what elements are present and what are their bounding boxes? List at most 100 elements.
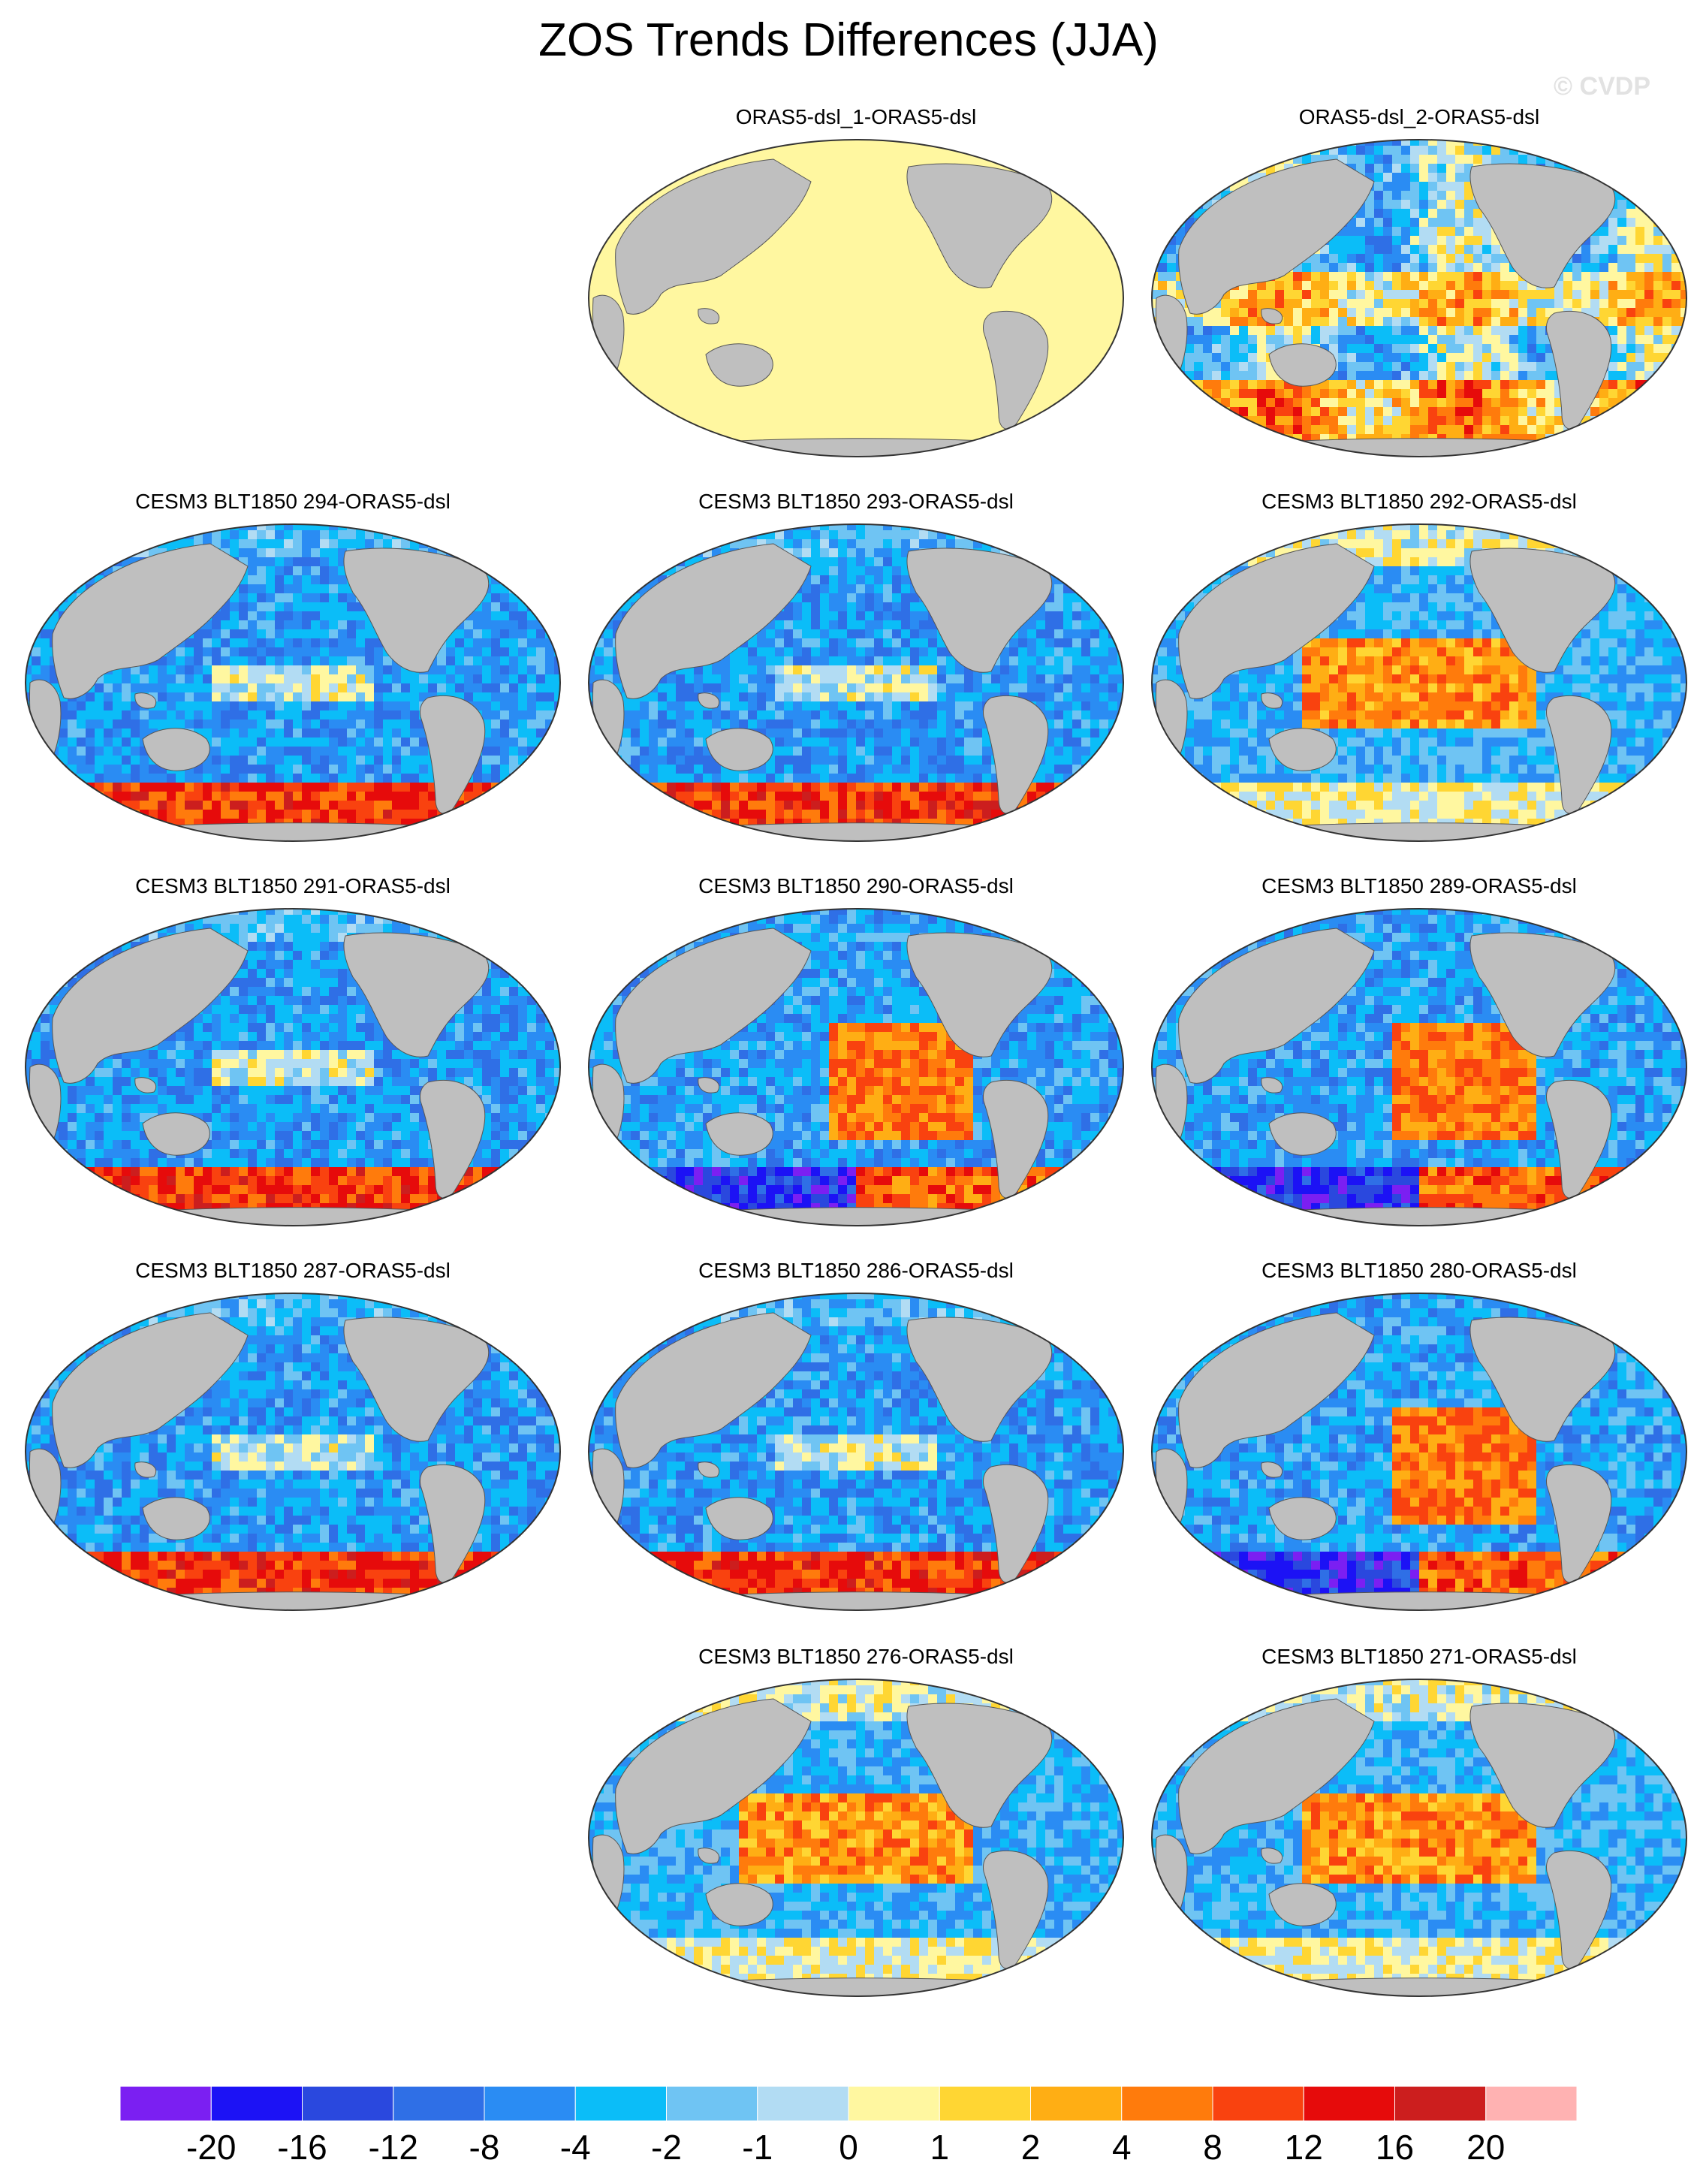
colorbar-swatch: [1212, 2086, 1304, 2121]
colorbar-swatch: [120, 2086, 212, 2121]
trend-field: [589, 909, 1123, 1226]
land-masses: [1156, 154, 1654, 457]
map-outline: [1151, 523, 1687, 842]
world-map: [1151, 908, 1687, 1226]
panel-label: CESM3 BLT1850 287-ORAS5-dsl: [23, 1259, 563, 1283]
map-panel: CESM3 BLT1850 276-ORAS5-dsl: [586, 1645, 1126, 1998]
trend-field: [589, 1293, 1123, 1610]
trend-field: [26, 524, 560, 841]
colorbar-swatch: [848, 2086, 940, 2121]
world-map: [1151, 523, 1687, 842]
world-map: [588, 1679, 1124, 1997]
panel-label: CESM3 BLT1850 292-ORAS5-dsl: [1149, 490, 1689, 514]
map-outline: [25, 1293, 561, 1611]
colorbar-tick-label: 4: [1112, 2127, 1132, 2167]
colorbar-swatch: [757, 2086, 849, 2121]
colorbar-tick-label: -20: [186, 2127, 236, 2167]
panel-label: CESM3 BLT1850 294-ORAS5-dsl: [23, 490, 563, 514]
map-panel: ORAS5-dsl_2-ORAS5-dsl: [1149, 105, 1689, 458]
map-panel: CESM3 BLT1850 287-ORAS5-dsl: [23, 1259, 563, 1612]
cvdp-watermark: © CVDP: [1554, 72, 1650, 101]
panel-label: CESM3 BLT1850 289-ORAS5-dsl: [1149, 874, 1689, 898]
panel-label: CESM3 BLT1850 293-ORAS5-dsl: [586, 490, 1126, 514]
colorbar-tick-label: 0: [839, 2127, 858, 2167]
land-masses: [592, 538, 1091, 841]
colorbar-swatch: [1394, 2086, 1487, 2121]
colorbar-tick-label: 20: [1466, 2127, 1505, 2167]
map-outline: [1151, 1293, 1687, 1611]
world-map: [1151, 1293, 1687, 1611]
colorbar-tick-label: 8: [1203, 2127, 1222, 2167]
trend-field: [589, 524, 1123, 841]
land-masses: [1156, 1694, 1654, 1996]
colorbar-swatch: [484, 2086, 576, 2121]
map-outline: [588, 1293, 1124, 1611]
colorbar-tick-label: 2: [1021, 2127, 1041, 2167]
trend-field: [1152, 140, 1686, 457]
map-panel: CESM3 BLT1850 294-ORAS5-dsl: [23, 490, 563, 843]
map-outline: [1151, 139, 1687, 457]
panel-label: ORAS5-dsl_1-ORAS5-dsl: [586, 105, 1126, 129]
colorbar-tick-label: 12: [1285, 2127, 1323, 2167]
world-map: [25, 1293, 561, 1611]
trend-field: [1152, 909, 1686, 1226]
colorbar-tick-label: -2: [651, 2127, 682, 2167]
map-panel: CESM3 BLT1850 292-ORAS5-dsl: [1149, 490, 1689, 843]
colorbar-swatch: [1485, 2086, 1577, 2121]
figure-title: ZOS Trends Differences (JJA): [0, 14, 1697, 67]
colorbar-swatch: [574, 2086, 667, 2121]
map-panel: CESM3 BLT1850 280-ORAS5-dsl: [1149, 1259, 1689, 1612]
colorbar-tick-label: -8: [469, 2127, 500, 2167]
map-outline: [1151, 908, 1687, 1226]
map-panel: CESM3 BLT1850 271-ORAS5-dsl: [1149, 1645, 1689, 1998]
colorbar-swatch: [302, 2086, 394, 2121]
colorbar-tick-label: -1: [742, 2127, 773, 2167]
colorbar-swatch: [939, 2086, 1031, 2121]
colorbar-swatch: [1303, 2086, 1395, 2121]
trend-field: [1152, 1293, 1686, 1610]
map-outline: [25, 523, 561, 842]
colorbar-tick-label: -16: [277, 2127, 327, 2167]
world-map: [588, 523, 1124, 842]
colorbar-swatch: [1030, 2086, 1123, 2121]
colorbar-swatch: [393, 2086, 485, 2121]
world-map: [25, 908, 561, 1226]
world-map: [588, 908, 1124, 1226]
colorbar-tick-label: 1: [930, 2127, 949, 2167]
panel-label: CESM3 BLT1850 290-ORAS5-dsl: [586, 874, 1126, 898]
panel-label: CESM3 BLT1850 286-ORAS5-dsl: [586, 1259, 1126, 1283]
map-outline: [25, 908, 561, 1226]
world-map: [1151, 139, 1687, 457]
panel-label: CESM3 BLT1850 271-ORAS5-dsl: [1149, 1645, 1689, 1669]
panel-label: CESM3 BLT1850 280-ORAS5-dsl: [1149, 1259, 1689, 1283]
map-outline: [1151, 1679, 1687, 1997]
colorbar-tick-label: -12: [369, 2127, 418, 2167]
panel-label: CESM3 BLT1850 291-ORAS5-dsl: [23, 874, 563, 898]
panel-label: ORAS5-dsl_2-ORAS5-dsl: [1149, 105, 1689, 129]
map-panel: CESM3 BLT1850 293-ORAS5-dsl: [586, 490, 1126, 843]
colorbar-swatch: [1121, 2086, 1213, 2121]
map-panel: CESM3 BLT1850 286-ORAS5-dsl: [586, 1259, 1126, 1612]
colorbar-swatches: [120, 2086, 1577, 2121]
world-map: [25, 523, 561, 842]
map-outline: [588, 139, 1124, 457]
map-outline: [588, 908, 1124, 1226]
trend-field: [1152, 1679, 1686, 1996]
map-panel: ORAS5-dsl_1-ORAS5-dsl: [586, 105, 1126, 458]
trend-field: [26, 1293, 560, 1610]
trend-field: [1152, 524, 1686, 841]
map-panel: CESM3 BLT1850 290-ORAS5-dsl: [586, 874, 1126, 1227]
colorbar: [120, 2086, 1577, 2121]
map-panel: CESM3 BLT1850 289-ORAS5-dsl: [1149, 874, 1689, 1227]
colorbar-swatch: [666, 2086, 758, 2121]
map-outline: [588, 523, 1124, 842]
map-outline: [588, 1679, 1124, 1997]
world-map: [1151, 1679, 1687, 1997]
colorbar-swatch: [210, 2086, 303, 2121]
colorbar-labels: -20 -16 -12 -8 -4 -2 -1 0 1 2 4 8 12 16 20: [120, 2127, 1577, 2172]
panel-label: CESM3 BLT1850 276-ORAS5-dsl: [586, 1645, 1126, 1669]
trend-field: [589, 140, 1123, 457]
world-map: [588, 139, 1124, 457]
map-panel: CESM3 BLT1850 291-ORAS5-dsl: [23, 874, 563, 1227]
trend-field: [589, 1679, 1123, 1996]
